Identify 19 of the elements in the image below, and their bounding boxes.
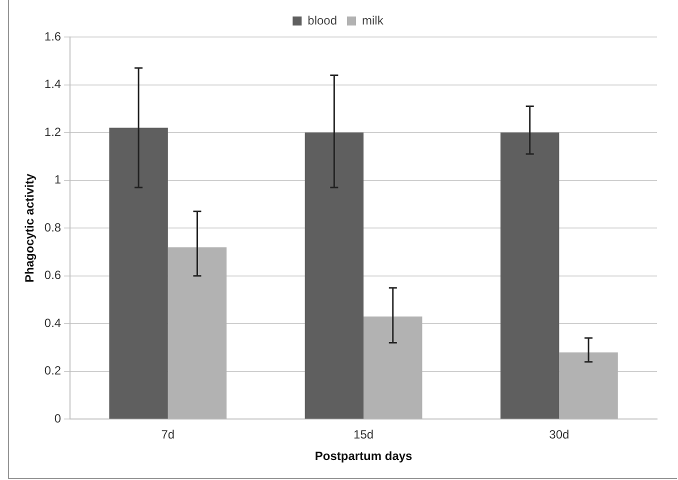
y-tick-label: 1.2	[44, 124, 62, 139]
y-tick-label: 1.6	[44, 29, 62, 44]
bar	[500, 132, 560, 419]
x-tick-label: 15d	[354, 428, 374, 442]
y-tick-label: 0.4	[44, 316, 62, 330]
y-tick-label: 1	[54, 172, 62, 187]
x-axis-title: Postpartum days	[314, 449, 413, 464]
y-tick-label: 1.4	[44, 77, 62, 92]
y-tick-label: 0	[54, 412, 62, 426]
y-tick-label: 0.8	[44, 220, 62, 234]
y-tick-label: 0.6	[44, 268, 62, 282]
legend-label: blood	[308, 13, 338, 28]
y-axis-title: Phagocytic activity	[22, 173, 37, 282]
bar	[304, 132, 364, 419]
x-tick-label: 7d	[161, 428, 175, 442]
bar	[109, 128, 168, 419]
y-tick-label: 0.2	[44, 364, 62, 378]
legend-label: milk	[362, 13, 384, 28]
x-tick-label: 30d	[549, 428, 570, 442]
